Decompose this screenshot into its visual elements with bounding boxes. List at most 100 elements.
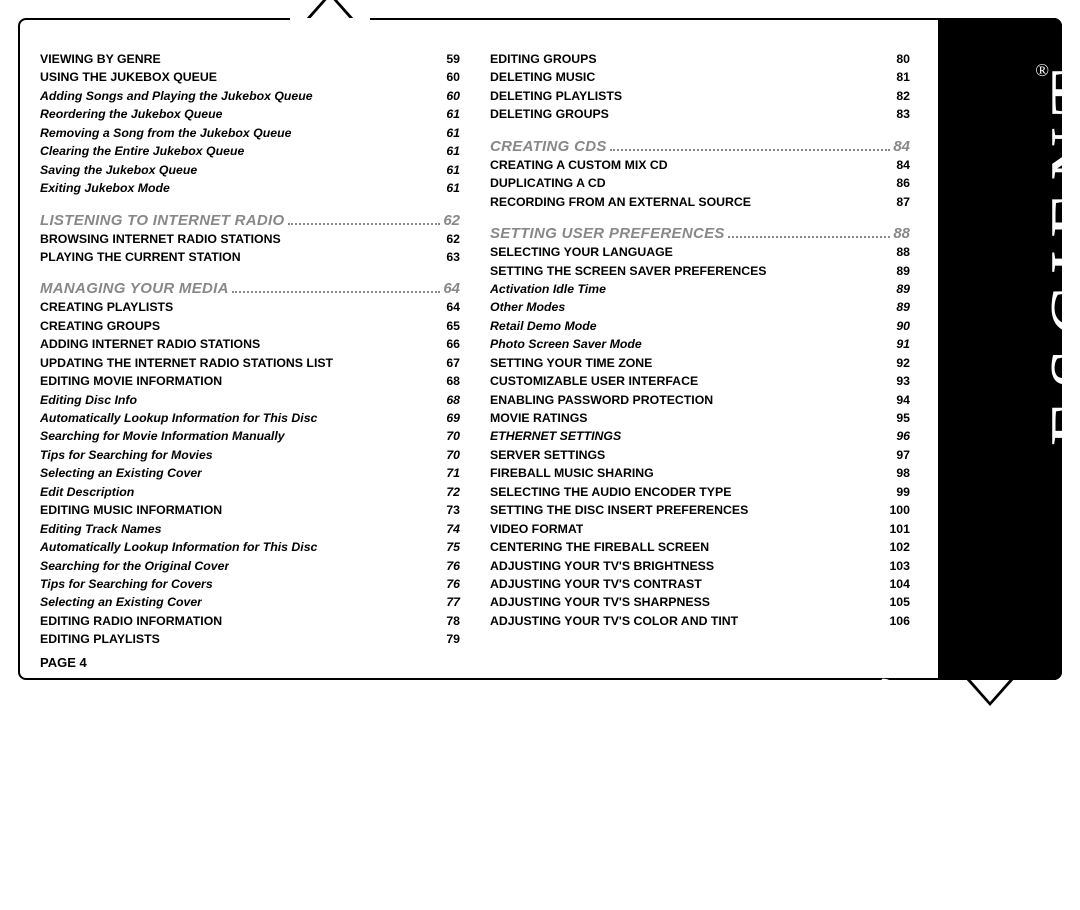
- toc-entry-page: 65: [446, 317, 460, 335]
- toc-entry: CREATING PLAYLISTS64: [40, 298, 460, 316]
- toc-entry-page: 68: [446, 372, 460, 390]
- toc-entry-label: Automatically Lookup Information for Thi…: [40, 538, 317, 556]
- toc-section-heading: CREATING CDS84: [490, 138, 910, 155]
- toc-entry-label: EDITING MOVIE INFORMATION: [40, 372, 222, 390]
- toc-entry-label: DELETING MUSIC: [490, 68, 595, 86]
- toc-entry-label: Adding Songs and Playing the Jukebox Que…: [40, 87, 313, 105]
- toc-entry: Reordering the Jukebox Queue 61: [40, 105, 460, 123]
- section-title: MANAGING YOUR MEDIA: [40, 280, 229, 297]
- toc-entry-label: Automatically Lookup Information for Thi…: [40, 409, 317, 427]
- toc-entry-page: 104: [889, 575, 910, 593]
- toc-entry-label: Selecting an Existing Cover: [40, 464, 202, 482]
- toc-entry: ADJUSTING YOUR TV'S BRIGHTNESS 103: [490, 557, 910, 575]
- section-leader-dots: [728, 236, 891, 238]
- toc-entry-page: 90: [896, 317, 910, 335]
- toc-content: VIEWING BY GENRE59USING THE JUKEBOX QUEU…: [40, 50, 910, 668]
- toc-entry: SETTING YOUR TIME ZONE92: [490, 354, 910, 372]
- toc-column-left: VIEWING BY GENRE59USING THE JUKEBOX QUEU…: [40, 50, 460, 668]
- section-page-number: 62: [443, 212, 460, 229]
- toc-entry: Clearing the Entire Jukebox Queue61: [40, 142, 460, 160]
- toc-entry-page: 88: [896, 243, 910, 261]
- toc-entry: FIREBALL MUSIC SHARING 98: [490, 464, 910, 482]
- toc-entry-label: ADJUSTING YOUR TV'S BRIGHTNESS: [490, 557, 714, 575]
- toc-entry-page: 82: [896, 87, 910, 105]
- toc-entry-label: CREATING GROUPS: [40, 317, 160, 335]
- toc-entry: USING THE JUKEBOX QUEUE60: [40, 68, 460, 86]
- toc-entry: MOVIE RATINGS95: [490, 409, 910, 427]
- toc-entry: DUPLICATING A CD86: [490, 174, 910, 192]
- toc-entry: Searching for the Original Cover76: [40, 557, 460, 575]
- toc-entry-label: Photo Screen Saver Mode: [490, 335, 642, 353]
- toc-entry-page: 100: [889, 501, 910, 519]
- toc-entry-page: 70: [446, 446, 460, 464]
- toc-entry-label: RECORDING FROM AN EXTERNAL SOURCE: [490, 193, 751, 211]
- toc-entry-label: Selecting an Existing Cover: [40, 593, 202, 611]
- toc-entry-page: 80: [896, 50, 910, 68]
- toc-entry-page: 63: [446, 248, 460, 266]
- section-page-number: 64: [443, 280, 460, 297]
- toc-entry: CREATING GROUPS 65: [40, 317, 460, 335]
- toc-entry: Editing Track Names74: [40, 520, 460, 538]
- toc-entry: VIDEO FORMAT101: [490, 520, 910, 538]
- toc-entry-label: EDITING PLAYLISTS: [40, 630, 160, 648]
- toc-entry: Activation Idle Time89: [490, 280, 910, 298]
- toc-entry: BROWSING INTERNET RADIO STATIONS62: [40, 230, 460, 248]
- toc-entry-page: 97: [896, 446, 910, 464]
- toc-entry-page: 66: [446, 335, 460, 353]
- toc-entry-page: 76: [446, 575, 460, 593]
- toc-entry-label: ADJUSTING YOUR TV'S COLOR AND TINT: [490, 612, 738, 630]
- page-footer: PAGE 4: [40, 655, 87, 670]
- toc-entry-page: 87: [896, 193, 910, 211]
- toc-entry-page: 69: [446, 409, 460, 427]
- toc-entry-label: Other Modes: [490, 298, 565, 316]
- toc-entry: CENTERING THE FIREBALL SCREEN102: [490, 538, 910, 556]
- toc-entry-label: CREATING A CUSTOM MIX CD: [490, 156, 668, 174]
- toc-entry-label: USING THE JUKEBOX QUEUE: [40, 68, 217, 86]
- toc-entry: Tips for Searching for Covers76: [40, 575, 460, 593]
- toc-entry-label: Reordering the Jukebox Queue: [40, 105, 222, 123]
- toc-entry: Editing Disc Info68: [40, 391, 460, 409]
- toc-entry: CREATING A CUSTOM MIX CD 84: [490, 156, 910, 174]
- toc-entry: Automatically Lookup Information for Thi…: [40, 538, 460, 556]
- toc-entry-label: DELETING PLAYLISTS: [490, 87, 622, 105]
- toc-entry-page: 102: [889, 538, 910, 556]
- toc-entry-label: SETTING YOUR TIME ZONE: [490, 354, 652, 372]
- toc-entry-page: 79: [446, 630, 460, 648]
- toc-entry: DELETING GROUPS83: [490, 105, 910, 123]
- toc-entry: SERVER SETTINGS97: [490, 446, 910, 464]
- toc-entry-page: 89: [896, 298, 910, 316]
- toc-entry: Edit Description72: [40, 483, 460, 501]
- toc-entry-page: 95: [896, 409, 910, 427]
- toc-entry-label: UPDATING THE INTERNET RADIO STATIONS LIS…: [40, 354, 333, 372]
- toc-entry-page: 62: [446, 230, 460, 248]
- toc-entry-page: 61: [446, 161, 460, 179]
- section-title: LISTENING TO INTERNET RADIO: [40, 212, 285, 229]
- section-leader-dots: [610, 149, 891, 151]
- toc-entry-page: 86: [896, 174, 910, 192]
- toc-entry-label: SELECTING YOUR LANGUAGE: [490, 243, 673, 261]
- toc-entry-page: 61: [446, 105, 460, 123]
- toc-section-heading: MANAGING YOUR MEDIA 64: [40, 280, 460, 297]
- toc-entry-page: 101: [889, 520, 910, 538]
- toc-entry-label: FIREBALL MUSIC SHARING: [490, 464, 654, 482]
- toc-entry-label: ENABLING PASSWORD PROTECTION: [490, 391, 713, 409]
- toc-entry: EDITING RADIO INFORMATION78: [40, 612, 460, 630]
- toc-entry-label: CUSTOMIZABLE USER INTERFACE: [490, 372, 698, 390]
- toc-entry-label: VIEWING BY GENRE: [40, 50, 161, 68]
- toc-entry-label: EDITING MUSIC INFORMATION: [40, 501, 222, 519]
- toc-entry-label: ADJUSTING YOUR TV'S CONTRAST: [490, 575, 702, 593]
- toc-entry: Adding Songs and Playing the Jukebox Que…: [40, 87, 460, 105]
- toc-entry-label: Searching for the Original Cover: [40, 557, 229, 575]
- toc-entry-label: CREATING PLAYLISTS: [40, 298, 173, 316]
- section-page-number: 84: [893, 138, 910, 155]
- toc-entry-page: 84: [896, 156, 910, 174]
- toc-entry-page: 98: [896, 464, 910, 482]
- section-title: SETTING USER PREFERENCES: [490, 225, 725, 242]
- toc-entry-page: 103: [889, 557, 910, 575]
- toc-entry-label: Saving the Jukebox Queue: [40, 161, 197, 179]
- toc-section-heading: SETTING USER PREFERENCES88: [490, 225, 910, 242]
- toc-entry: EDITING PLAYLISTS 79: [40, 630, 460, 648]
- section-leader-dots: [232, 291, 441, 293]
- toc-entry-page: 81: [896, 68, 910, 86]
- toc-entry-label: Tips for Searching for Movies: [40, 446, 213, 464]
